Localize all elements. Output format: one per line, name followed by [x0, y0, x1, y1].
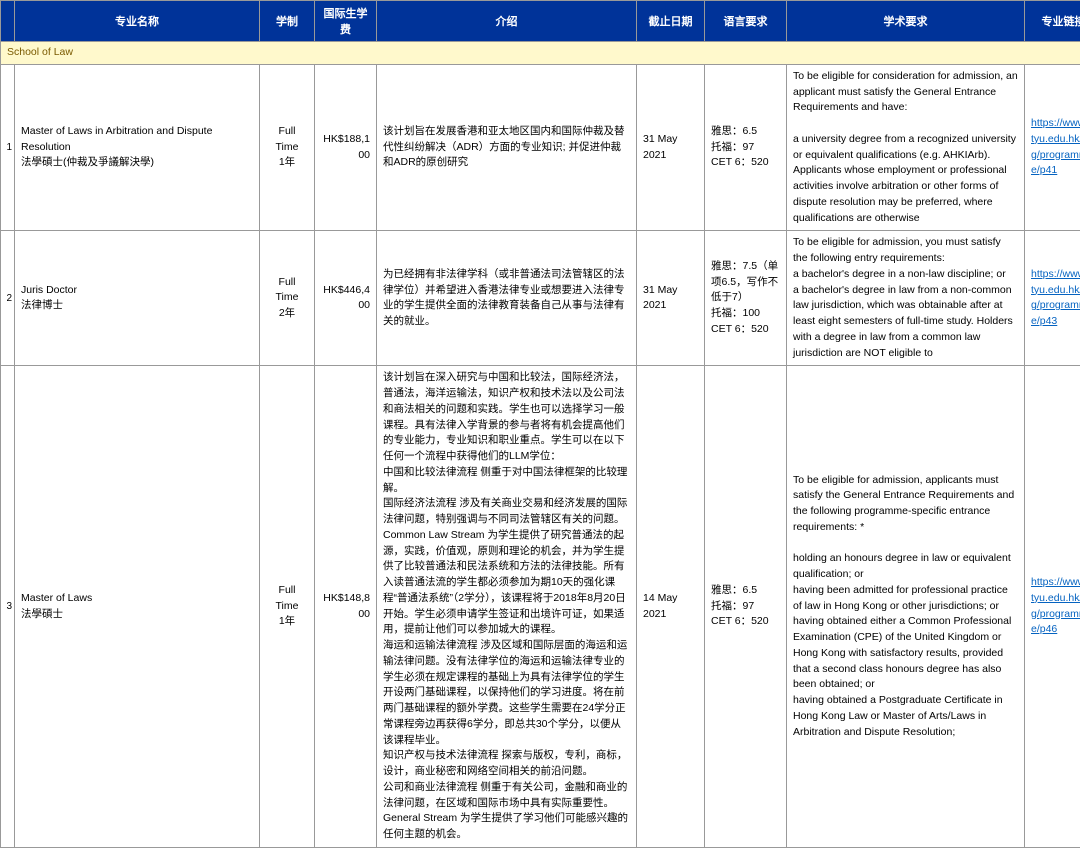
col-deadline-header: 截止日期: [637, 1, 705, 42]
row-index: 3: [1, 366, 15, 848]
language-req: 雅思：7.5（单项6.5，写作不低于7）托福：100CET 6：520: [705, 231, 787, 366]
program-name: Master of Laws法學碩士: [15, 366, 260, 848]
program-name: Juris Doctor法律博士: [15, 231, 260, 366]
col-intro-header: 介绍: [377, 1, 637, 42]
tuition-fee: HK$148,800: [315, 366, 377, 848]
table-row: 2 Juris Doctor法律博士 Full Time2年 HK$446,40…: [1, 231, 1080, 366]
deadline: 14 May 2021: [637, 366, 705, 848]
table-row: 3 Master of Laws法學碩士 Full Time1年 HK$148,…: [1, 366, 1080, 848]
deadline: 31 May 2021: [637, 64, 705, 231]
study-mode: Full Time1年: [260, 64, 315, 231]
program-name: Master of Laws in Arbitration and Disput…: [15, 64, 260, 231]
col-fee-header: 国际生学费: [315, 1, 377, 42]
academic-req: To be eligible for admission, you must s…: [787, 231, 1025, 366]
deadline: 31 May 2021: [637, 231, 705, 366]
col-lang-header: 语言要求: [705, 1, 787, 42]
section-title: School of Law: [1, 42, 1080, 65]
row-index: 1: [1, 64, 15, 231]
tuition-fee: HK$446,400: [315, 231, 377, 366]
introduction: 为已经拥有非法律学科（或非普通法司法管辖区的法律学位）并希望进入香港法律专业或想…: [377, 231, 637, 366]
program-link[interactable]: https://www.cityu.edu.hk/pg/programme/p4…: [1031, 576, 1080, 635]
row-index: 2: [1, 231, 15, 366]
section-row: School of Law: [1, 42, 1080, 65]
study-mode: Full Time1年: [260, 366, 315, 848]
introduction: 该计划旨在深入研究与中国和比较法，国际经济法，普通法，海洋运输法，知识产权和技术…: [377, 366, 637, 848]
program-link-cell: https://www.cityu.edu.hk/pg/programme/p4…: [1025, 366, 1080, 848]
language-req: 雅思：6.5托福：97CET 6：520: [705, 64, 787, 231]
program-link-cell: https://www.cityu.edu.hk/pg/programme/p4…: [1025, 231, 1080, 366]
col-acad-header: 学术要求: [787, 1, 1025, 42]
col-mode-header: 学制: [260, 1, 315, 42]
academic-req: To be eligible for consideration for adm…: [787, 64, 1025, 231]
introduction: 该计划旨在发展香港和亚太地区国内和国际仲裁及替代性纠纷解决（ADR）方面的专业知…: [377, 64, 637, 231]
table-row: 1 Master of Laws in Arbitration and Disp…: [1, 64, 1080, 231]
col-link-header: 专业链接: [1025, 1, 1080, 42]
tuition-fee: HK$188,100: [315, 64, 377, 231]
program-link-cell: https://www.cityu.edu.hk/pg/programme/p4…: [1025, 64, 1080, 231]
col-name-header: 专业名称: [15, 1, 260, 42]
study-mode: Full Time2年: [260, 231, 315, 366]
program-link[interactable]: https://www.cityu.edu.hk/pg/programme/p4…: [1031, 268, 1080, 327]
academic-req: To be eligible for admission, applicants…: [787, 366, 1025, 848]
table-header: 专业名称 学制 国际生学费 介绍 截止日期 语言要求 学术要求 专业链接: [1, 1, 1080, 42]
programs-table: 专业名称 学制 国际生学费 介绍 截止日期 语言要求 学术要求 专业链接 Sch…: [0, 0, 1080, 848]
program-link[interactable]: https://www.cityu.edu.hk/pg/programme/p4…: [1031, 117, 1080, 176]
col-idx-header: [1, 1, 15, 42]
language-req: 雅思：6.5托福：97CET 6：520: [705, 366, 787, 848]
